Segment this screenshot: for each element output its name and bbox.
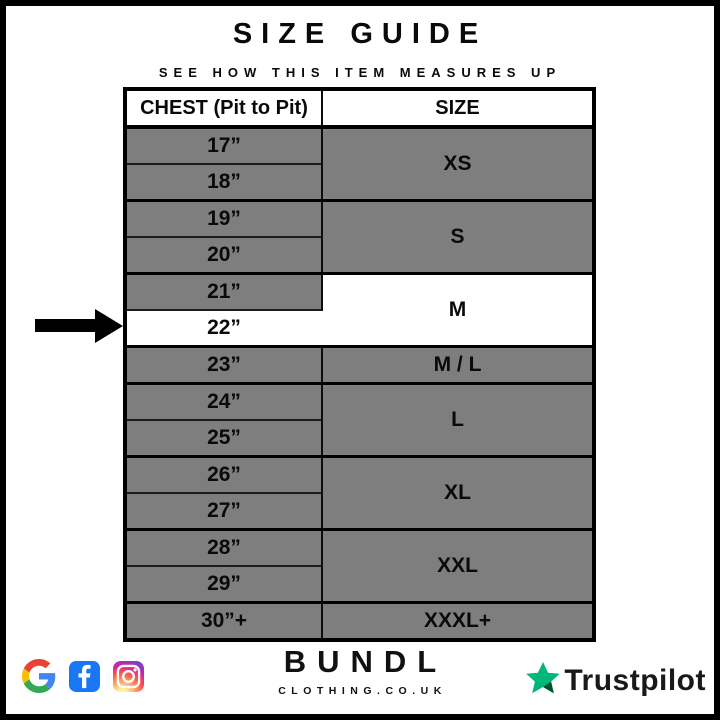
chest-cell: 27”: [125, 492, 323, 530]
chest-cell: 24”: [125, 382, 323, 420]
table-row-highlighted: 22”: [125, 309, 594, 347]
size-cell-l: L: [322, 382, 594, 457]
table-row: 17” XS: [125, 125, 594, 201]
highlight-arrow: [35, 309, 123, 343]
trustpilot-logo[interactable]: Trustpilot: [525, 660, 706, 701]
chest-cell: 21”: [125, 272, 323, 310]
size-table: CHEST (Pit to Pit) SIZE 17” XS 18” 19” S…: [123, 87, 596, 642]
table-row: 18”: [125, 163, 594, 201]
chest-cell: 25”: [125, 419, 323, 457]
table-row: 20”: [125, 236, 594, 274]
chest-cell: 28”: [125, 528, 323, 566]
chest-cell-highlighted: 22”: [125, 309, 323, 347]
chest-cell: 19”: [125, 199, 323, 237]
table-row: 27”: [125, 492, 594, 530]
size-cell-xxxl: XXXL+: [322, 601, 594, 640]
size-column-header: SIZE: [322, 89, 594, 129]
table-row: 28” XXL: [125, 528, 594, 603]
page-title: SIZE GUIDE: [232, 18, 488, 50]
size-cell-xl: XL: [322, 455, 594, 530]
size-cell-xs: XS: [322, 125, 594, 201]
size-cell-m-highlighted: M: [322, 272, 594, 347]
size-cell-s: S: [322, 199, 594, 274]
table-row: 29”: [125, 565, 594, 603]
page-subtitle: SEE HOW THIS ITEM MEASURES UP: [158, 65, 562, 80]
social-icons: [22, 659, 144, 693]
chest-cell: 20”: [125, 236, 323, 274]
table-row: 21” M: [125, 272, 594, 347]
brand-domain: CLOTHING.CO.UK: [278, 685, 447, 697]
chest-cell: 29”: [125, 565, 323, 603]
chest-cell: 23”: [125, 345, 323, 384]
table-row: 25”: [125, 419, 594, 457]
chest-cell: 17”: [125, 125, 323, 164]
chest-cell: 18”: [125, 163, 323, 201]
google-icon[interactable]: [22, 659, 56, 693]
brand-name: BUNDL: [283, 644, 448, 679]
trustpilot-label: Trustpilot: [564, 663, 706, 697]
table-row: 23” M / L: [125, 345, 594, 384]
table-row: 24” L: [125, 382, 594, 457]
brand-logo: BUNDL CLOTHING.CO.UK: [273, 644, 448, 697]
arrow-head-icon: [95, 309, 123, 343]
facebook-icon[interactable]: [69, 660, 100, 692]
chest-cell: 30”+: [125, 601, 323, 640]
size-cell-ml: M / L: [322, 345, 594, 384]
table-row: 26” XL: [125, 455, 594, 530]
table-row: 30”+ XXXL+: [125, 601, 594, 640]
table-row: 19” S: [125, 199, 594, 274]
table-header-row: CHEST (Pit to Pit) SIZE: [125, 89, 594, 129]
trustpilot-star-icon: [525, 660, 561, 701]
arrow-shaft: [35, 319, 99, 332]
instagram-icon[interactable]: [113, 660, 144, 692]
size-cell-xxl: XXL: [322, 528, 594, 603]
chest-cell: 26”: [125, 455, 323, 493]
chest-column-header: CHEST (Pit to Pit): [125, 89, 323, 129]
